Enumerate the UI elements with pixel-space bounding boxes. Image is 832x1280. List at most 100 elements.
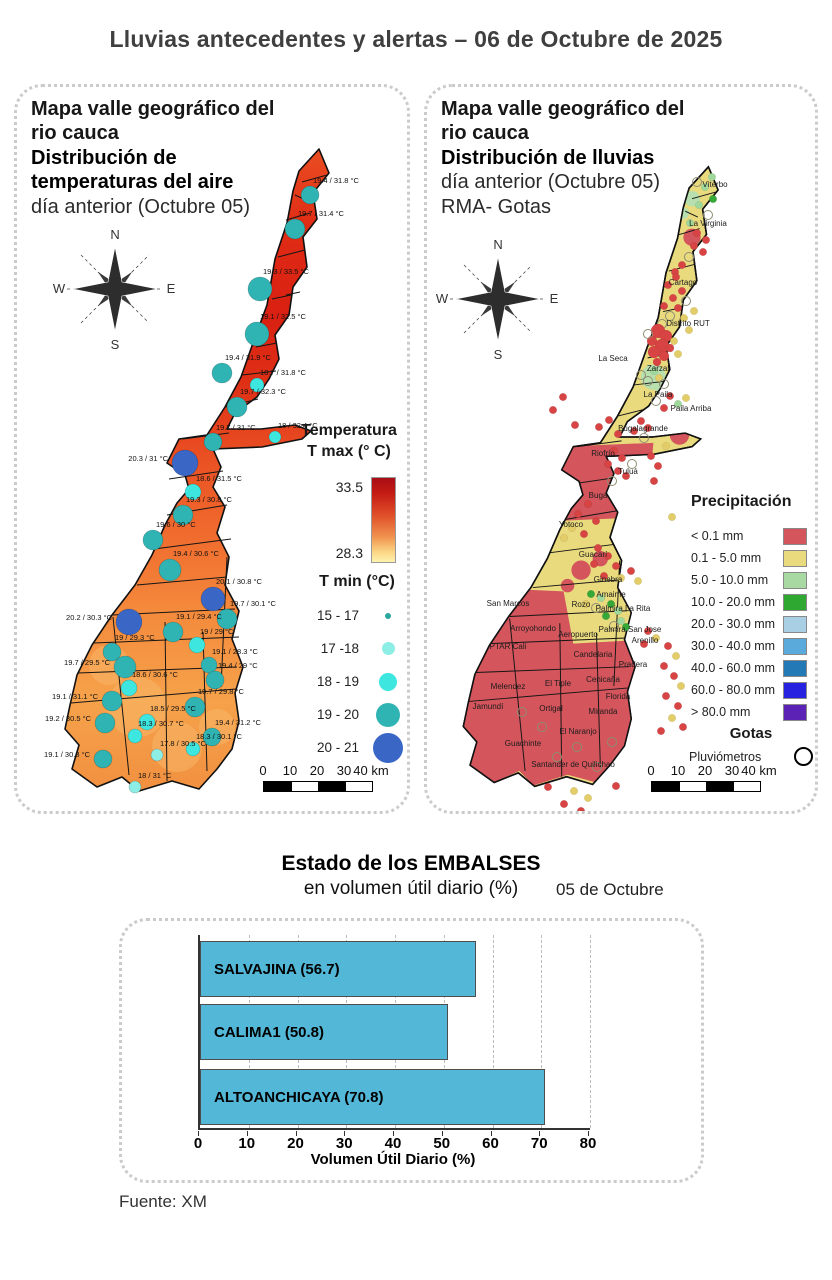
- precip-class-swatch: [783, 681, 807, 699]
- x-tick-mark: [344, 1131, 346, 1136]
- town-label: El Naranjo: [559, 727, 597, 736]
- town-label: Arenillo: [632, 636, 659, 645]
- temp-station-dot: [200, 586, 226, 612]
- rain-dot: [654, 374, 663, 383]
- map-subtitle: día anterior (Octubre 05): [31, 195, 250, 218]
- rainfall-map-title: Mapa valle geográfico del rio cauca Dist…: [441, 97, 684, 219]
- precip-class-label: 40.0 - 60.0 mm: [691, 661, 776, 675]
- temp-station-dot: [184, 483, 202, 501]
- region-border: [153, 538, 232, 550]
- chart-title-block: Estado de los EMBALSES en volumen útil d…: [196, 852, 626, 900]
- temp-station-dot: [113, 655, 137, 679]
- temp-station-label: 19 / 29.3 °C: [115, 633, 155, 642]
- region-border: [271, 294, 292, 300]
- temperature-map-panel: N S E W 19.4 / 31.8 °C 19.7 / 31.4 °C 19.3 / 3…: [14, 84, 410, 814]
- temp-station-dot: [226, 396, 248, 418]
- region-border: [285, 212, 311, 221]
- temp-station-dot: [150, 748, 164, 762]
- tmax-legend-line: T max (° C): [307, 442, 391, 460]
- map-title-line: rio cauca: [31, 122, 119, 145]
- rain-dot: [594, 423, 603, 432]
- rain-dot: [577, 807, 585, 811]
- temp-station-label: 19.1 / 30.3 °C: [44, 750, 91, 759]
- temp-station-label: 19.1 / 28.3 °C: [212, 647, 259, 656]
- region-border: [509, 618, 526, 771]
- temp-station-label: 19.7 / 31 °C: [216, 423, 256, 432]
- scalebar-segment: [733, 782, 760, 791]
- rain-dot: [570, 421, 579, 430]
- x-tick-mark: [198, 1131, 199, 1136]
- town-label: Distrito RUT: [666, 319, 710, 328]
- rain-dot: [679, 313, 688, 322]
- temp-station-label: 19.6 / 30 °C: [156, 520, 196, 529]
- bar-salvajina: SALVAJINA (56.7): [200, 941, 477, 997]
- scalebar-segment: [345, 782, 372, 791]
- rain-dot: [669, 672, 678, 681]
- rain-dot: [667, 513, 676, 522]
- rain-dot: [579, 530, 588, 539]
- rain-dot: [673, 400, 682, 409]
- pluviometer-ring: [607, 476, 617, 486]
- temp-station-dot: [93, 749, 113, 769]
- precip-legend-row: 40.0 - 60.0 mm: [691, 657, 807, 679]
- tmin-class-circle: [381, 642, 395, 655]
- rain-dot: [699, 247, 708, 256]
- chart-title: Estado de los EMBALSES: [281, 852, 541, 875]
- temp-station-dot: [185, 741, 201, 757]
- rain-dot: [701, 182, 710, 191]
- tmin-class-label: 17 -18: [320, 641, 359, 656]
- temp-station-dot: [128, 780, 142, 794]
- rain-dot: [667, 714, 676, 723]
- rain-dot: [613, 607, 622, 616]
- rain-dot: [656, 727, 665, 736]
- precip-class-swatch: [783, 659, 807, 677]
- compass-letter: E: [550, 291, 559, 306]
- rain-dot: [569, 787, 578, 796]
- temp-station-dot: [127, 728, 143, 744]
- compass-letter: E: [167, 281, 176, 296]
- pluviometer-ring: [659, 379, 669, 389]
- rain-dot: [686, 218, 695, 227]
- temp-station-label: 19.1 / 31.1 °C: [52, 692, 99, 701]
- pluviometer-ring: [592, 762, 602, 772]
- region-border: [685, 210, 699, 218]
- region-border: [549, 542, 624, 554]
- scalebar-segment: [706, 782, 733, 791]
- compass-star-major: [72, 246, 158, 332]
- embalses-chart-panel: SALVAJINA (56.7) CALIMA1 (50.8) ALTOANCHIC…: [119, 918, 704, 1183]
- temp-station-label: 19 / 29 °C: [200, 627, 234, 636]
- town-label: Zarzal: [647, 364, 669, 373]
- temp-station-dot: [120, 679, 138, 697]
- town-label: Jamundí: [473, 702, 504, 711]
- temp-station-label: 19.1 / 29.4 °C: [176, 612, 223, 621]
- temp-station-label: 19.7 / 32.3 °C: [240, 387, 287, 396]
- tmin-legend-title: T min (°C): [319, 573, 395, 590]
- temp-station-label: 20.1 / 30.8 °C: [216, 577, 263, 586]
- tmin-class-label: 20 - 21: [316, 740, 359, 755]
- scalebar-segment: [318, 782, 345, 791]
- rain-dot: [709, 194, 718, 203]
- rain-dot: [677, 286, 686, 295]
- source-note: Fuente: XM: [119, 1192, 207, 1211]
- region-border: [255, 342, 278, 348]
- tmin-legend-row: 19 - 20: [285, 698, 405, 731]
- rain-dot: [603, 552, 612, 561]
- tmin-legend-row: 20 - 21: [285, 731, 405, 764]
- region-border: [469, 687, 629, 702]
- temp-station-dot: [94, 712, 116, 734]
- bar-label: ALTOANCHICAYA (70.8): [214, 1088, 384, 1106]
- rain-dot: [603, 460, 612, 469]
- scalebar-label: 10: [670, 763, 686, 778]
- tmin-class-label: 15 - 17: [316, 608, 359, 623]
- x-tick-label: 30: [335, 1135, 353, 1152]
- precip-class-label: 60.0 - 80.0 mm: [691, 683, 776, 697]
- temp-station-label: 18.5 / 29.5 °C: [150, 704, 197, 713]
- bar-chart-plot-area: SALVAJINA (56.7) CALIMA1 (50.8) ALTOANCHIC…: [198, 935, 591, 1130]
- temp-station-label: 19.4 / 31.8 °C: [313, 176, 360, 185]
- tmin-circle-box: [371, 732, 405, 763]
- x-tick-label: 40: [384, 1135, 402, 1152]
- precip-legend-row: 0.1 - 5.0 mm: [691, 547, 807, 569]
- rain-dot: [558, 393, 567, 402]
- compass-rose: N S E W: [53, 227, 176, 352]
- town-label: La Paila: [644, 390, 673, 399]
